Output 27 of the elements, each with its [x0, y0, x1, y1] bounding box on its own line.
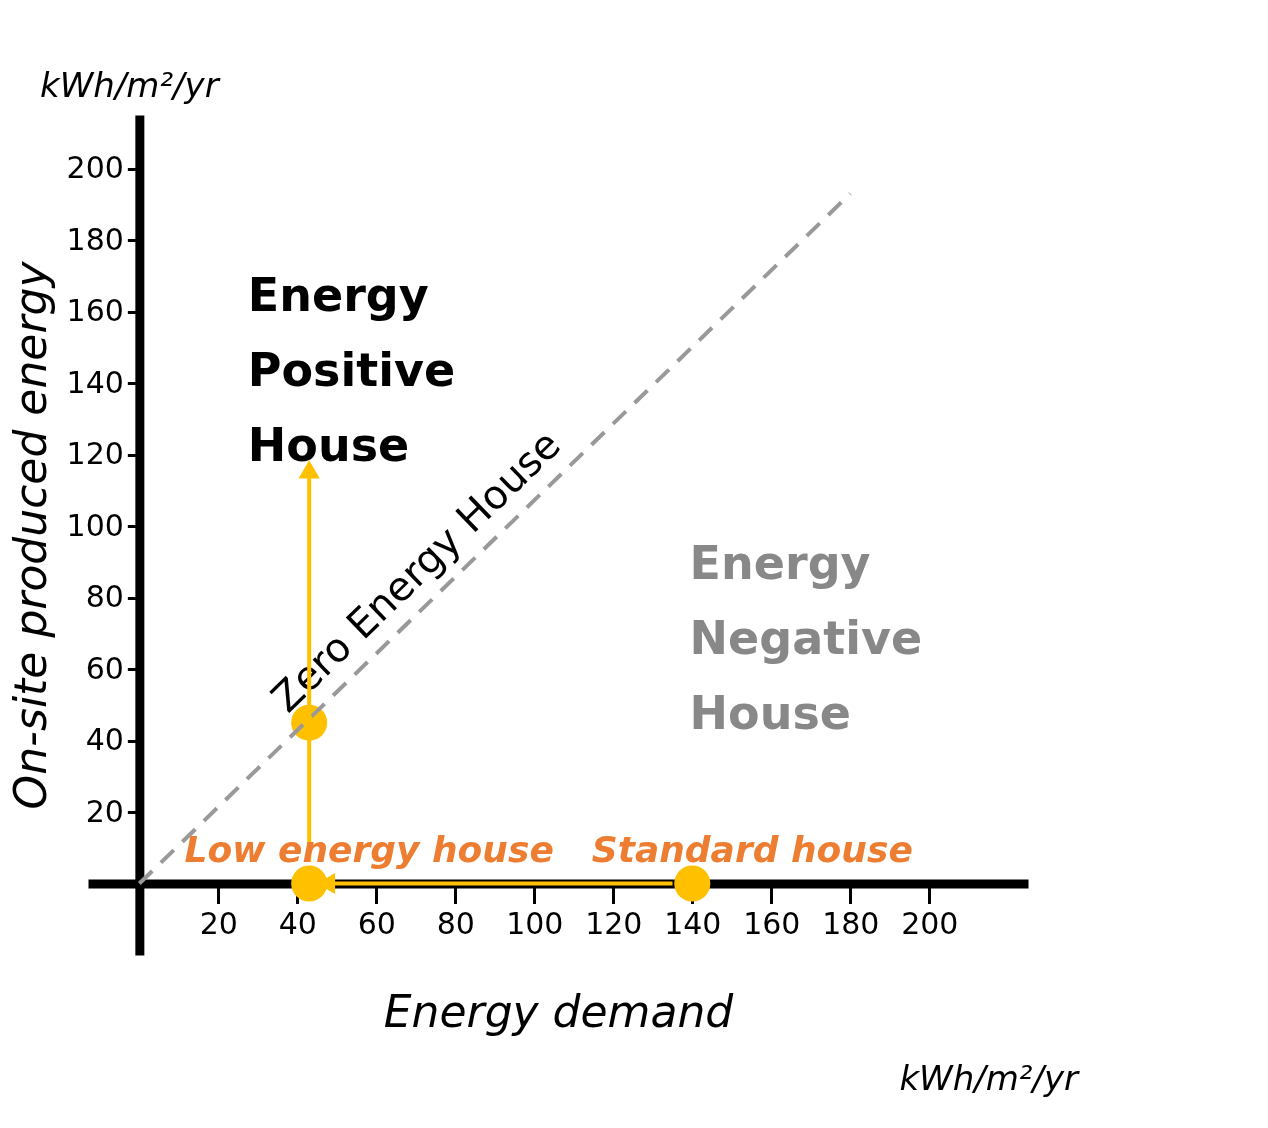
x-tick-label: 160 — [743, 906, 801, 942]
y-tick-label: 160 — [66, 293, 124, 329]
y-tick-label: 180 — [66, 221, 124, 257]
y-tick-label: 20 — [85, 793, 124, 829]
y-tick-label: 60 — [85, 650, 124, 686]
x-tick-label: 100 — [506, 906, 564, 942]
x-tick-label: 200 — [901, 906, 959, 942]
annotation: Energy Negative House — [689, 536, 923, 741]
x-tick-label: 40 — [278, 906, 317, 942]
x-tick-label: 20 — [199, 906, 238, 942]
x-tick-label: 180 — [822, 906, 880, 942]
y-tick-label: 80 — [85, 579, 124, 615]
y-tick-label: 200 — [66, 150, 124, 186]
annotation: Standard house — [591, 828, 913, 870]
point — [674, 865, 711, 902]
x-tick-label: 60 — [357, 906, 396, 942]
y-tick-label: 140 — [66, 364, 124, 400]
x-tick-label: 120 — [585, 906, 643, 942]
y-axis-title: On-site produced energy — [4, 260, 56, 810]
y-tick-label: 40 — [85, 722, 124, 758]
y-tick-label: 120 — [66, 436, 124, 472]
y-tick-label: 100 — [66, 507, 124, 543]
x-tick-label: 140 — [664, 906, 722, 942]
x-axis-title: Energy demand — [383, 985, 735, 1037]
text: kWh/m²/yr — [40, 65, 221, 105]
x-tick-label: 80 — [436, 906, 475, 942]
text: kWh/m²/yr — [899, 1058, 1081, 1098]
